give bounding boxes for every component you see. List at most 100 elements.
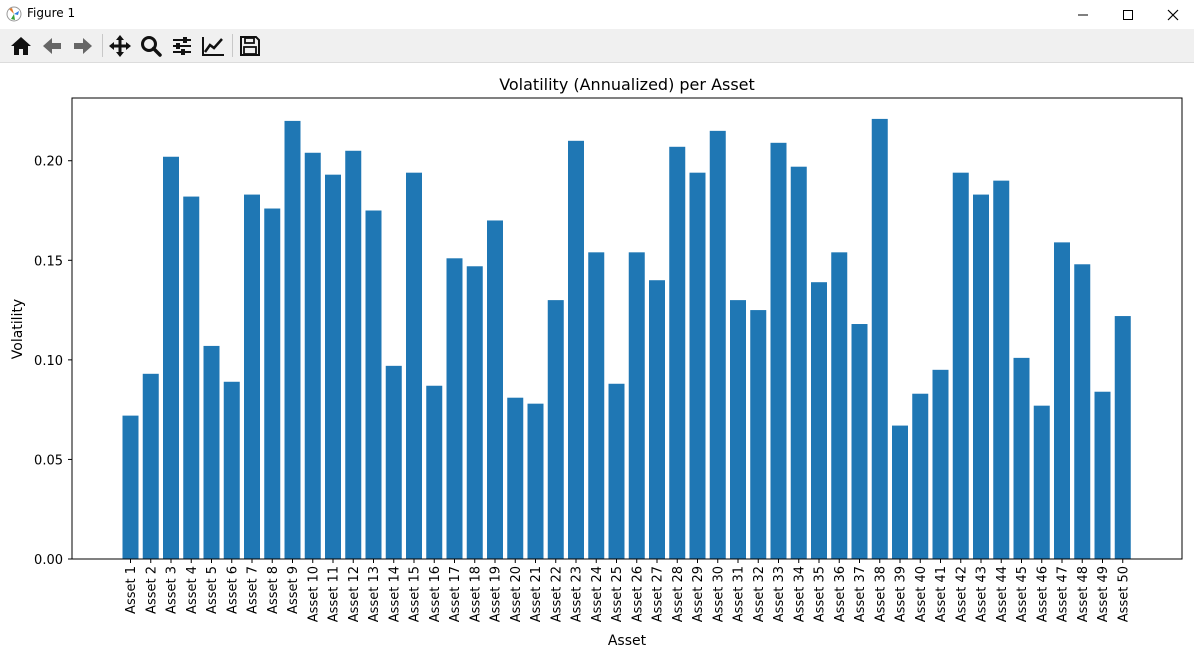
x-tick-label: Asset 44	[995, 566, 1010, 622]
bar	[325, 174, 341, 560]
bar	[628, 252, 645, 559]
bar	[142, 373, 159, 559]
x-tick-label: Asset 17	[448, 566, 463, 622]
bar	[183, 196, 200, 559]
x-tick-label: Asset 25	[610, 566, 625, 622]
minimize-button[interactable]	[1060, 0, 1106, 29]
x-tick-label: Asset 32	[752, 566, 767, 622]
x-tick-label: Asset 46	[1035, 566, 1050, 622]
toolbar-separator	[102, 34, 103, 57]
y-axis-label: Volatility	[10, 299, 26, 359]
bar	[588, 252, 605, 559]
configure-subplots-button[interactable]	[169, 33, 195, 59]
bar	[244, 194, 260, 559]
bar	[264, 208, 281, 559]
bar	[466, 266, 483, 559]
bar	[163, 156, 179, 559]
y-tick-label: 0.15	[34, 254, 63, 269]
magnifier-icon	[141, 36, 162, 57]
bar	[406, 172, 422, 559]
x-axis-label: Asset	[608, 633, 647, 649]
pan-button[interactable]	[107, 33, 133, 59]
arrow-left-icon	[43, 38, 61, 54]
x-tick-label: Asset 23	[570, 566, 585, 622]
bar	[1033, 405, 1050, 559]
x-tick-label: Asset 34	[792, 566, 807, 622]
bar	[871, 118, 888, 559]
bar	[1114, 316, 1131, 559]
bar	[507, 397, 524, 559]
toolbar-separator	[232, 34, 233, 57]
bar	[547, 300, 564, 559]
x-tick-label: Asset 50	[1116, 566, 1131, 622]
bar	[790, 166, 807, 559]
bar	[831, 252, 848, 559]
home-button[interactable]	[8, 33, 34, 59]
x-tick-label: Asset 12	[347, 566, 362, 622]
y-tick-label: 0.05	[34, 453, 63, 468]
bar	[912, 393, 929, 559]
bar	[770, 142, 787, 559]
bar	[952, 172, 969, 559]
x-tick-label: Asset 30	[711, 566, 726, 622]
bar	[284, 120, 301, 560]
bar	[892, 425, 908, 559]
x-tick-label: Asset 35	[813, 566, 828, 622]
x-tick-label: Asset 47	[1056, 566, 1071, 622]
x-axis: Asset 1 Asset 2 Asset 3 Asset 4 Asset 5 Asset…	[124, 559, 1131, 622]
bar	[750, 310, 767, 559]
bar	[385, 365, 402, 559]
x-tick-label: Asset 37	[853, 566, 868, 622]
window-title: Figure 1	[27, 6, 76, 20]
back-button[interactable]	[39, 33, 65, 59]
x-tick-label: Asset 45	[1015, 566, 1030, 622]
x-tick-label: Asset 13	[367, 566, 382, 622]
bar	[851, 324, 868, 559]
y-axis: 0.00 0.05 0.10 0.15 0.20	[34, 155, 72, 568]
matplotlib-logo-icon	[6, 6, 22, 22]
move-icon	[109, 35, 131, 57]
x-tick-label: Asset 21	[529, 566, 544, 622]
axes-frame	[71, 97, 1183, 560]
bar	[993, 180, 1010, 559]
save-button[interactable]	[237, 33, 263, 59]
bar	[365, 210, 382, 559]
x-tick-label: Asset 43	[975, 566, 990, 622]
bar	[446, 258, 463, 559]
bar	[426, 385, 443, 559]
x-tick-label: Asset 3	[165, 566, 180, 614]
x-tick-label: Asset 41	[934, 566, 949, 622]
x-tick-label: Asset 4	[185, 566, 200, 614]
line-chart-icon	[202, 37, 224, 56]
maximize-icon	[1123, 9, 1133, 20]
bar	[709, 130, 726, 560]
window-titlebar: Figure 1	[0, 0, 1194, 29]
bar	[527, 403, 544, 559]
x-tick-label: Asset 6	[225, 566, 240, 614]
close-icon	[1167, 9, 1179, 20]
x-tick-label: Asset 27	[651, 566, 666, 622]
edit-axis-button[interactable]	[200, 33, 226, 59]
figure-canvas[interactable]: Volatility (Annualized) per Asset 0.00 0.…	[0, 63, 1194, 662]
close-button[interactable]	[1150, 0, 1194, 29]
bar	[122, 415, 139, 559]
x-tick-label: Asset 49	[1096, 566, 1111, 622]
zoom-button[interactable]	[138, 33, 164, 59]
x-tick-label: Asset 15	[408, 566, 423, 622]
x-tick-label: Asset 42	[954, 566, 969, 622]
forward-button[interactable]	[70, 33, 96, 59]
maximize-button[interactable]	[1105, 0, 1151, 29]
x-tick-label: Asset 29	[691, 566, 706, 622]
bar	[304, 152, 321, 559]
chart-title: Volatility (Annualized) per Asset	[499, 75, 755, 94]
x-tick-label: Asset 22	[549, 566, 564, 622]
minimize-icon	[1078, 14, 1088, 15]
x-tick-label: Asset 2	[144, 566, 159, 614]
y-tick-label: 0.00	[34, 553, 63, 568]
x-tick-label: Asset 14	[387, 566, 402, 622]
floppy-disk-icon	[240, 36, 260, 56]
x-tick-label: Asset 31	[732, 566, 747, 622]
bar	[1094, 391, 1111, 559]
x-tick-label: Asset 48	[1076, 566, 1091, 622]
bar	[487, 220, 503, 559]
